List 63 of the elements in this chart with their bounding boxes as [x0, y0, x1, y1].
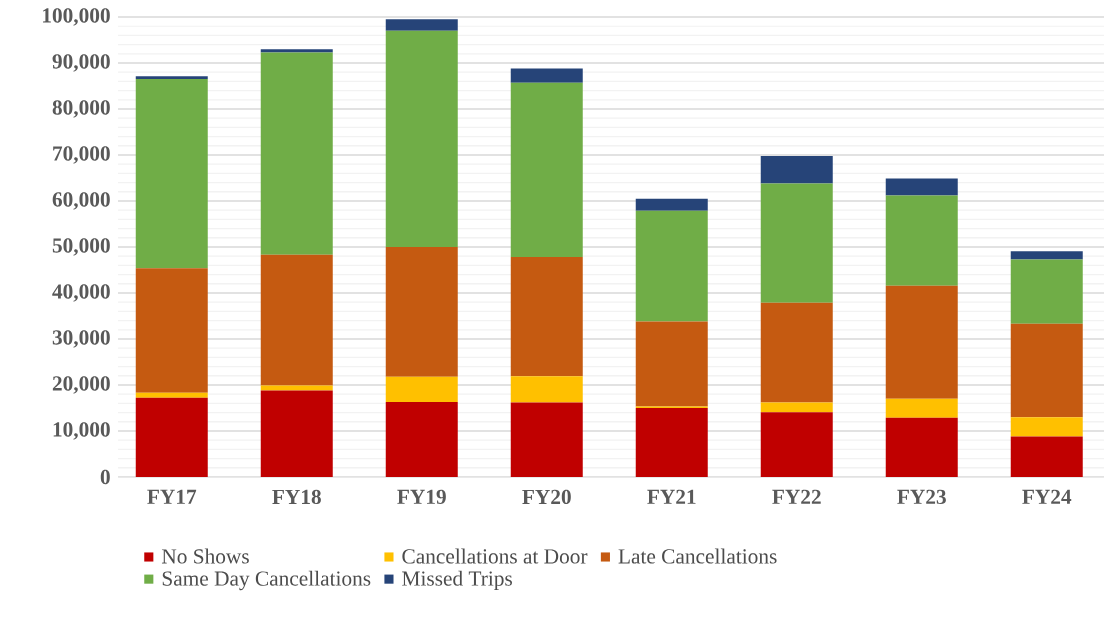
x-tick-label: FY19	[397, 489, 446, 505]
bar	[1010, 417, 1083, 437]
bar	[760, 412, 833, 477]
y-tick-label: 70,000	[53, 146, 110, 164]
y-tick-label: 90,000	[52, 54, 110, 72]
bar	[385, 402, 458, 477]
bar	[135, 397, 208, 477]
legend-label: No Shows	[161, 548, 249, 564]
bar	[885, 285, 958, 399]
bar	[1010, 323, 1083, 418]
y-tick-label: 30,000	[52, 330, 110, 348]
y-tick-label: 100,000	[43, 8, 110, 26]
bar	[135, 79, 208, 269]
bar	[760, 302, 833, 403]
legend-label: Missed Trips	[402, 570, 512, 591]
y-tick-label: 10,000	[53, 422, 110, 440]
bar	[385, 246, 458, 377]
y-tick-label: 0	[100, 469, 110, 485]
bar	[260, 385, 333, 391]
y-tick-label: 40,000	[52, 284, 110, 302]
bar	[385, 19, 458, 31]
bar	[760, 155, 833, 184]
x-tick-label: FY24	[1022, 489, 1072, 504]
bar	[510, 376, 583, 403]
x-tick-label: FY21	[647, 489, 696, 504]
x-tick-label: FY17	[147, 489, 197, 504]
bar	[635, 407, 708, 477]
x-tick-label: FY23	[897, 489, 946, 505]
legend-label: Late Cancellations	[618, 548, 777, 564]
bar	[885, 195, 958, 286]
y-tick-label: 50,000	[52, 238, 110, 256]
x-tick-label: FY22	[772, 489, 821, 504]
bar	[385, 376, 458, 403]
legend-label: Cancellations at Door	[402, 548, 588, 564]
bar	[635, 321, 708, 407]
bar	[635, 210, 708, 322]
bar	[885, 417, 958, 477]
bar	[510, 82, 583, 258]
y-tick-label: 80,000	[52, 100, 110, 118]
y-tick-label: 20,000	[52, 376, 110, 394]
bar	[760, 402, 833, 413]
bar	[885, 178, 958, 196]
bar	[885, 398, 958, 418]
bar	[510, 257, 583, 377]
bar	[510, 402, 583, 477]
bar	[1010, 251, 1083, 260]
bar	[135, 76, 208, 80]
bar	[635, 198, 708, 211]
bar	[135, 392, 208, 398]
bar	[260, 49, 333, 53]
bar	[260, 52, 333, 255]
legend-label: Same Day Cancellations	[162, 570, 371, 591]
bar	[135, 268, 208, 393]
x-tick-label: FY18	[272, 489, 321, 505]
y-tick-label: 60,000	[52, 192, 110, 210]
bar	[760, 183, 833, 303]
bar	[1010, 259, 1083, 324]
bar	[260, 390, 333, 477]
x-tick-label: FY20	[522, 489, 571, 505]
bar	[260, 254, 333, 386]
bar	[510, 68, 583, 83]
bar	[1010, 436, 1083, 477]
bar	[385, 30, 458, 247]
